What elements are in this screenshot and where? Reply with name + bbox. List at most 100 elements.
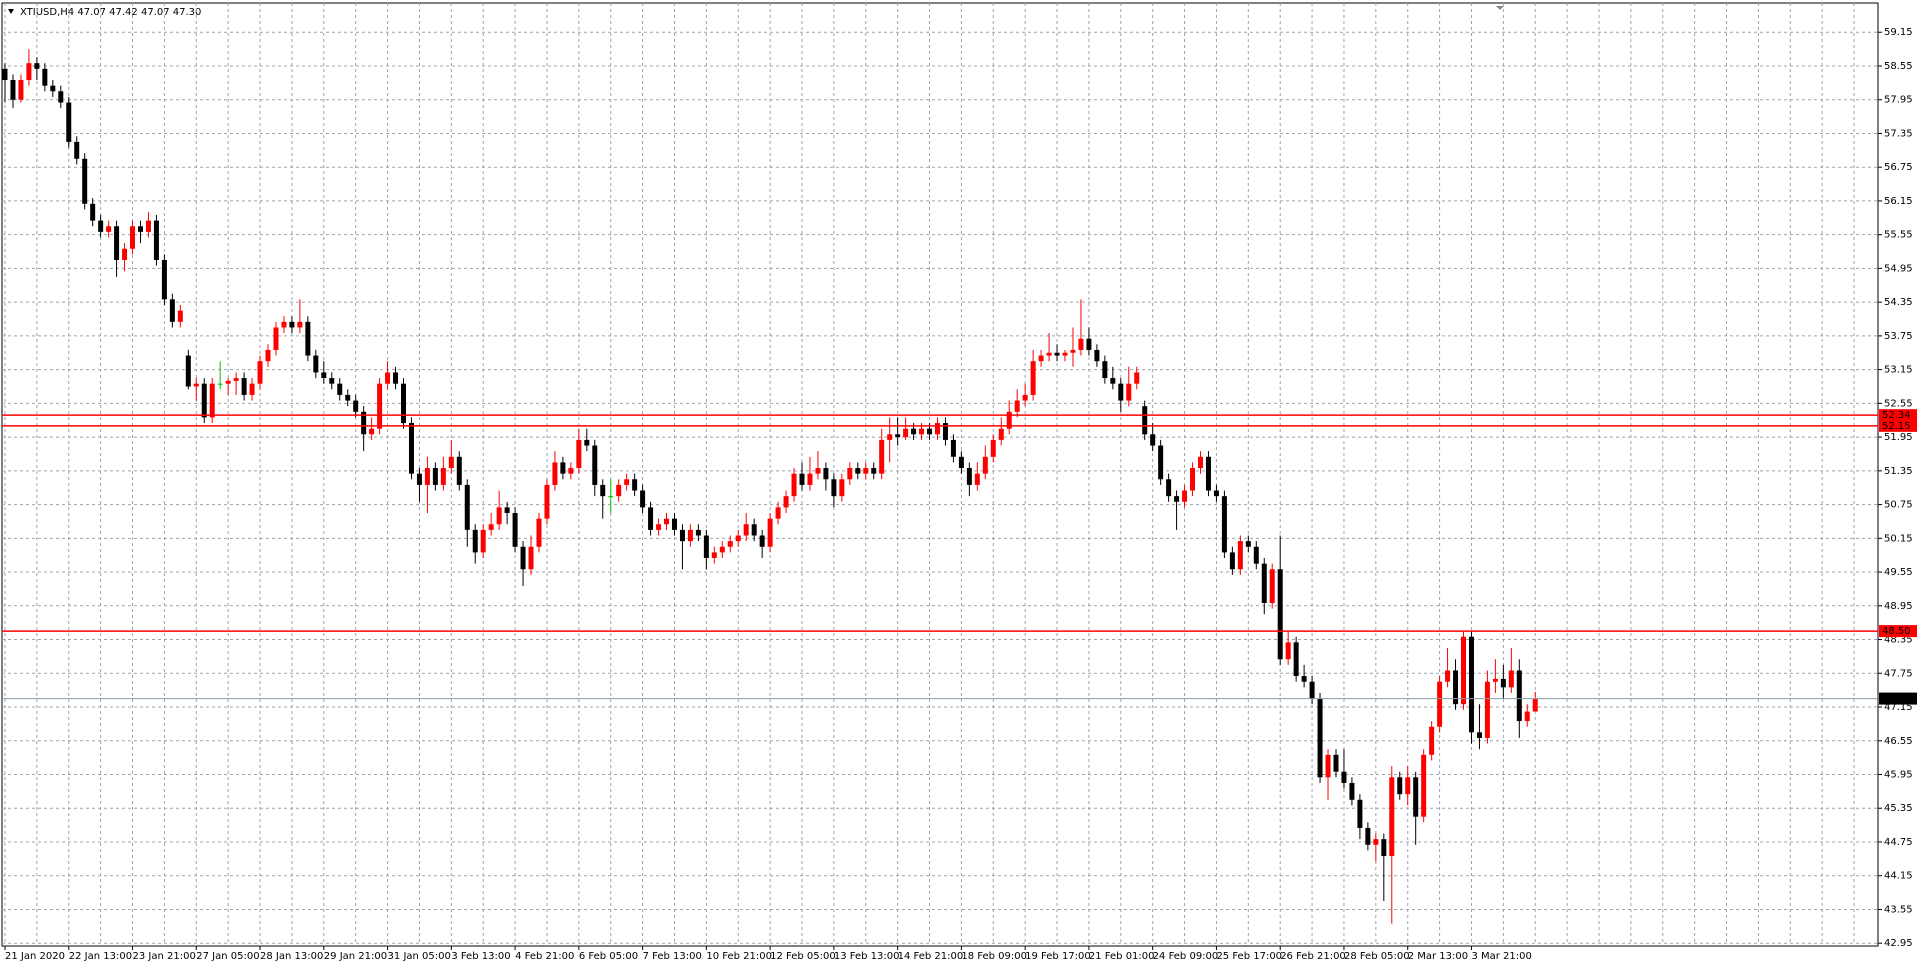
candle-body — [751, 524, 757, 536]
candle-body — [990, 439, 996, 457]
candle-body — [1468, 636, 1474, 733]
candle-body — [480, 529, 486, 553]
candle-body — [711, 552, 717, 559]
candle-body — [201, 383, 207, 418]
y-tick-label: 59.15 — [1884, 27, 1913, 38]
candle-body — [424, 468, 430, 485]
candle-body — [369, 428, 375, 435]
candle-body — [1476, 732, 1482, 738]
candle-body — [839, 479, 845, 497]
candle-body — [632, 479, 638, 491]
candle-body — [401, 383, 406, 424]
candle-body — [1086, 338, 1092, 350]
candle-body — [472, 529, 478, 553]
y-tick-label: 54.35 — [1884, 297, 1913, 308]
y-tick-label: 44.75 — [1884, 837, 1913, 848]
y-tick-label: 50.15 — [1884, 533, 1913, 544]
candle-body — [225, 380, 231, 384]
candle-body — [1237, 541, 1243, 570]
y-tick-label: 53.75 — [1884, 331, 1913, 342]
candle-body — [329, 378, 335, 384]
candle-body — [982, 456, 988, 474]
candle-body — [823, 468, 829, 480]
x-tick-label: 3 Feb 13:00 — [451, 951, 510, 962]
candle-body — [305, 321, 311, 356]
candle-body — [1484, 681, 1490, 738]
candle-body — [26, 63, 32, 81]
x-tick-label: 25 Feb 17:00 — [1216, 951, 1282, 962]
x-tick-label: 28 Jan 13:00 — [260, 951, 323, 962]
candle-body — [1516, 670, 1522, 722]
y-tick-label: 56.75 — [1884, 162, 1913, 173]
candle-body — [695, 529, 701, 536]
candle-body — [50, 85, 56, 92]
candle-body — [1006, 411, 1012, 429]
candle-body — [1341, 771, 1347, 783]
candle-body — [1078, 338, 1084, 350]
candle-body — [552, 462, 558, 485]
bid-label: 47.30 — [1882, 694, 1911, 705]
candle-body — [1166, 479, 1172, 497]
candle-body — [297, 321, 303, 328]
x-tick-label: 29 Jan 21:00 — [324, 951, 387, 962]
candle-body — [1317, 698, 1323, 778]
candle-body — [1293, 642, 1299, 677]
candle-body — [345, 394, 351, 401]
candle-body — [161, 259, 167, 300]
x-tick-label: 7 Feb 13:00 — [643, 951, 702, 962]
candle-body — [1333, 754, 1339, 772]
candle-body — [1030, 361, 1036, 395]
candle-body — [1285, 642, 1291, 660]
candle-body — [153, 220, 159, 260]
candle-body — [775, 507, 781, 519]
candle-body — [1245, 541, 1251, 547]
candle-body — [448, 456, 454, 469]
candle-body — [1492, 678, 1498, 682]
candle-body — [950, 439, 956, 457]
candle-body — [1126, 383, 1132, 401]
candle-body — [1198, 456, 1203, 469]
y-tick-label: 42.95 — [1884, 938, 1913, 949]
y-tick-label: 55.55 — [1884, 230, 1913, 241]
candle-body — [2, 68, 8, 81]
level-label: 48.50 — [1882, 626, 1911, 637]
candle-body — [377, 383, 383, 429]
x-tick-label: 12 Feb 05:00 — [770, 951, 836, 962]
y-tick-label: 56.15 — [1884, 196, 1913, 207]
candle-body — [1261, 563, 1267, 603]
candle-body — [1142, 406, 1148, 435]
candle-body — [600, 484, 606, 497]
candle-body — [488, 524, 494, 530]
y-tick-label: 52.55 — [1884, 398, 1913, 409]
candle-body — [919, 428, 925, 435]
candle-body — [807, 473, 813, 485]
candle-body — [42, 68, 48, 86]
candle-body — [58, 91, 64, 103]
y-tick-label: 51.95 — [1884, 432, 1913, 443]
candle-body — [393, 372, 399, 384]
candle-body — [1365, 827, 1371, 845]
candle-body — [942, 423, 948, 440]
bid-label-box — [1879, 692, 1917, 705]
y-tick-label: 48.95 — [1884, 601, 1913, 612]
candle-body — [74, 141, 80, 159]
candle-body — [1269, 569, 1275, 603]
candle-body — [1134, 372, 1140, 384]
candle-body — [528, 546, 534, 570]
candle-body — [1190, 468, 1196, 491]
candle-body — [520, 546, 526, 570]
candle-body — [241, 378, 247, 395]
candle-body — [193, 383, 199, 387]
candle-body — [1325, 754, 1331, 778]
candle-body — [1205, 456, 1211, 491]
candle-body — [831, 479, 837, 497]
candle-body — [137, 226, 143, 232]
candle-body — [456, 456, 462, 485]
scroll-marker — [1496, 6, 1504, 10]
y-tick-label: 48.35 — [1884, 635, 1913, 646]
candle-body — [624, 479, 630, 485]
candle-body — [416, 473, 422, 485]
x-tick-label: 24 Feb 09:00 — [1153, 951, 1219, 962]
candle-body — [879, 439, 885, 474]
candle-body — [1445, 670, 1451, 682]
